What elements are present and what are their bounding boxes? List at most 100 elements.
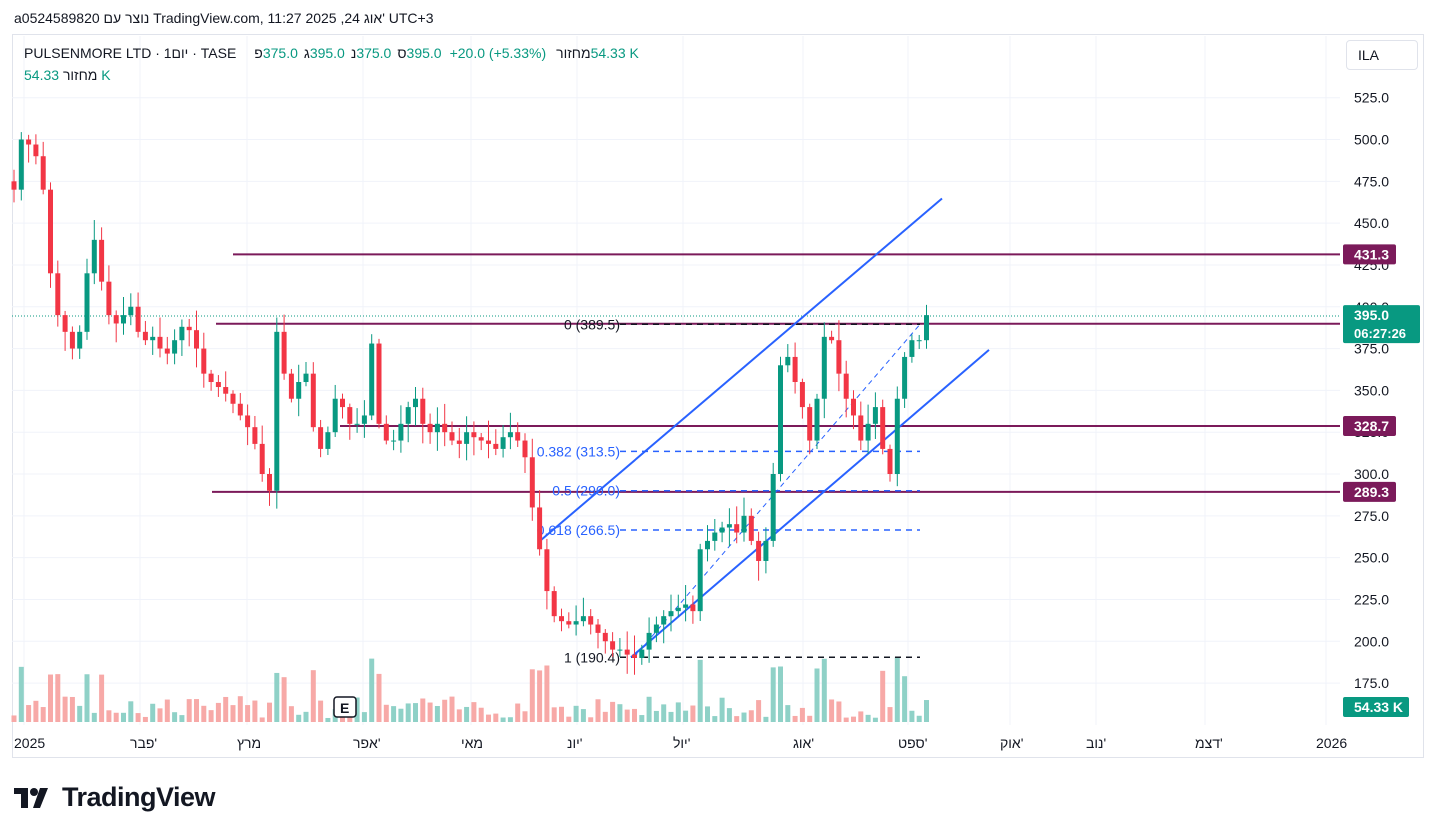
fib-level-label: 0.618 (266.5) <box>537 522 620 538</box>
time-tick-label: דצמ' <box>1195 735 1223 751</box>
candle-body <box>113 315 119 324</box>
candle-body <box>705 540 710 550</box>
volume-bar <box>675 702 681 722</box>
volume-bar <box>697 659 703 722</box>
volume-bar <box>624 709 630 722</box>
candle-body <box>719 527 725 533</box>
volume-bar <box>785 705 791 722</box>
candle-body <box>851 398 856 416</box>
volume-bar <box>303 711 309 722</box>
chart-frame <box>12 34 1424 758</box>
brand-name: TradingView <box>62 782 216 812</box>
candle-body <box>106 281 112 316</box>
volume-bar <box>230 705 236 722</box>
price-badge <box>1343 481 1396 502</box>
candle-body <box>799 382 805 408</box>
time-tick-label: אוג' <box>793 735 814 751</box>
time-tick-label: 2025 <box>14 735 45 751</box>
volume-bar <box>361 712 367 722</box>
fib-level-label: 0 (389.5) <box>564 316 620 332</box>
volume-bar <box>464 706 470 722</box>
volume-bar <box>62 696 68 722</box>
candle-body <box>69 331 75 349</box>
candle-body <box>267 474 272 491</box>
volume-bar <box>237 696 243 722</box>
candle-body <box>252 427 258 444</box>
currency-selector[interactable]: ILA <box>1346 40 1418 70</box>
volume-bar <box>281 677 287 722</box>
candle-body <box>748 515 754 541</box>
volume-bars: E <box>11 657 929 722</box>
candle-body <box>624 649 630 655</box>
time-tick-label: 2026 <box>1316 735 1347 751</box>
candle-body <box>48 189 53 274</box>
symbol-label[interactable]: PULSENMORE LTD · 1יום · TASE <box>24 45 237 61</box>
volume-bar <box>84 674 90 722</box>
candle-body <box>391 440 397 442</box>
candle-body <box>756 540 762 561</box>
candle-body <box>288 373 294 399</box>
candle-body <box>916 340 922 342</box>
candle-body <box>128 306 134 316</box>
candle-body <box>880 407 886 449</box>
time-tick-label: אוק' <box>1000 735 1023 751</box>
candle-body <box>690 604 696 612</box>
low-label: נ <box>350 45 357 61</box>
price-axis: 175.0200.0225.0250.0275.0300.0325.0350.0… <box>1354 90 1389 691</box>
trend-channel <box>538 197 990 659</box>
volume-bar <box>215 702 221 722</box>
candle-body <box>62 315 68 332</box>
time-tick-label: מאי <box>461 735 483 751</box>
volume-bar <box>121 712 126 722</box>
candle-body <box>208 373 214 383</box>
candle-body <box>829 336 835 341</box>
volume-bar <box>836 701 842 722</box>
candle-body <box>303 373 309 383</box>
volume-bar <box>814 668 820 722</box>
candle-body <box>559 616 564 622</box>
candle-body <box>376 343 382 424</box>
candle-body <box>894 398 900 474</box>
volume-bar <box>551 707 557 722</box>
candle-body <box>310 373 316 428</box>
candle-body <box>84 273 90 332</box>
volume-bar <box>916 715 922 722</box>
fib-level-label: 0.5 (290.0) <box>552 483 620 499</box>
candle-body <box>836 340 842 374</box>
channel-lower-line <box>630 349 990 659</box>
candle-body <box>99 239 105 282</box>
candle-body <box>332 398 338 433</box>
candle-body <box>726 524 732 528</box>
candle-body <box>55 273 61 316</box>
volume-bar <box>537 670 543 722</box>
volume-bar <box>712 716 718 722</box>
candle-body <box>237 403 243 416</box>
candle-body <box>632 654 637 658</box>
volume-bar <box>172 712 178 722</box>
candle-body <box>902 356 908 399</box>
candle-body <box>201 348 207 374</box>
candle-body <box>26 139 32 145</box>
price-tick-label: 225.0 <box>1354 591 1389 607</box>
volume-bar <box>522 711 528 722</box>
candle-body <box>924 315 929 341</box>
price-tick-label: 200.0 <box>1354 633 1389 649</box>
volume-bar <box>325 717 331 722</box>
volume-bar <box>610 701 616 722</box>
volume-bar <box>150 703 156 722</box>
candle-body <box>741 515 747 533</box>
candle-body <box>610 641 616 650</box>
volume-bar <box>799 707 805 722</box>
candle-body <box>507 432 513 438</box>
price-tick-label: 275.0 <box>1354 508 1389 524</box>
price-tick-label: 375.0 <box>1354 341 1389 357</box>
candle-body <box>91 239 97 274</box>
fib-level-label: 0.382 (313.5) <box>537 443 620 459</box>
volume-bar <box>471 702 477 722</box>
volume-bar <box>11 715 17 722</box>
candle-body <box>296 382 302 399</box>
price-tick-label: 300.0 <box>1354 466 1389 482</box>
candle-body <box>420 398 426 424</box>
candle-body <box>142 331 148 341</box>
